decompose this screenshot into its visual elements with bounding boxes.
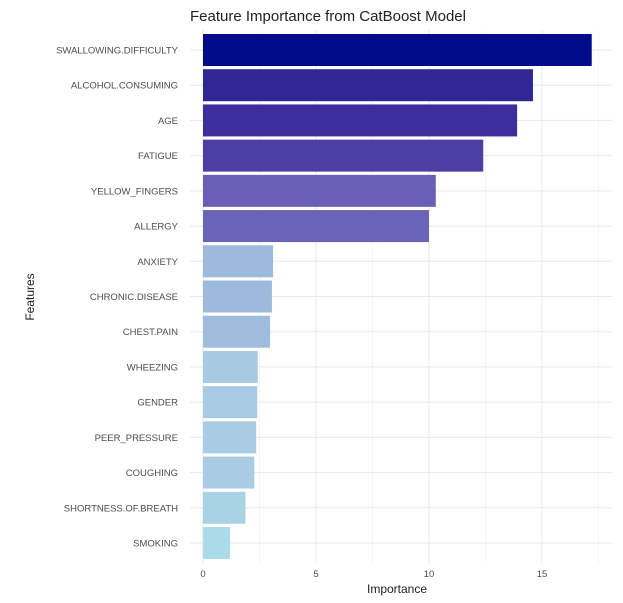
y-tick-label: CHEST.PAIN [123, 327, 178, 338]
x-tick-label: 0 [200, 569, 205, 580]
y-tick-label: WHEEZING [127, 362, 178, 373]
y-tick-label: PEER_PRESSURE [95, 433, 178, 444]
y-tick-label: ALCOHOL.CONSUMING [71, 81, 178, 92]
y-tick-label: SMOKING [133, 539, 178, 550]
bar-age [203, 104, 518, 137]
y-tick-label: ALLERGY [134, 222, 178, 233]
y-tick-label: COUGHING [126, 468, 178, 479]
bar-shortness-of-breath [203, 491, 246, 524]
bar-yellow-fingers [203, 174, 436, 207]
bar-fatigue [203, 139, 484, 172]
bar-swallowing-difficulty [203, 34, 592, 66]
x-tick-label: 5 [313, 569, 318, 580]
y-tick-label: AGE [158, 116, 178, 127]
bar-gender [203, 386, 258, 419]
y-tick-label: SWALLOWING.DIFFICULTY [56, 46, 179, 57]
bar-peer-pressure [203, 421, 257, 454]
y-axis-title: Features [23, 273, 37, 320]
y-tick-label: SHORTNESS.OF.BREATH [64, 503, 178, 514]
chart-title: Feature Importance from CatBoost Model [190, 8, 466, 25]
x-tick-label: 10 [424, 569, 435, 580]
bar-coughing [203, 456, 255, 489]
bar-alcohol-consuming [203, 69, 533, 102]
x-tick-labels: 0 5 10 15 [200, 569, 547, 580]
y-tick-label: FATIGUE [138, 151, 178, 162]
bar-allergy [203, 210, 429, 243]
y-tick-label: CHRONIC.DISEASE [90, 292, 178, 303]
bar-layer [203, 34, 592, 559]
y-tick-label: YELLOW_FINGERS [91, 186, 178, 197]
bar-chest-pain [203, 315, 271, 348]
x-axis-title: Importance [367, 582, 427, 596]
bar-smoking [203, 527, 231, 559]
x-tick-label: 15 [537, 569, 548, 580]
y-tick-labels: SWALLOWING.DIFFICULTY ALCOHOL.CONSUMING AG… [56, 46, 179, 550]
y-tick-label: ANXIETY [137, 257, 178, 268]
bar-anxiety [203, 245, 274, 278]
bar-wheezing [203, 350, 258, 383]
y-tick-label: GENDER [137, 398, 178, 409]
bar-chronic-disease [203, 280, 272, 313]
